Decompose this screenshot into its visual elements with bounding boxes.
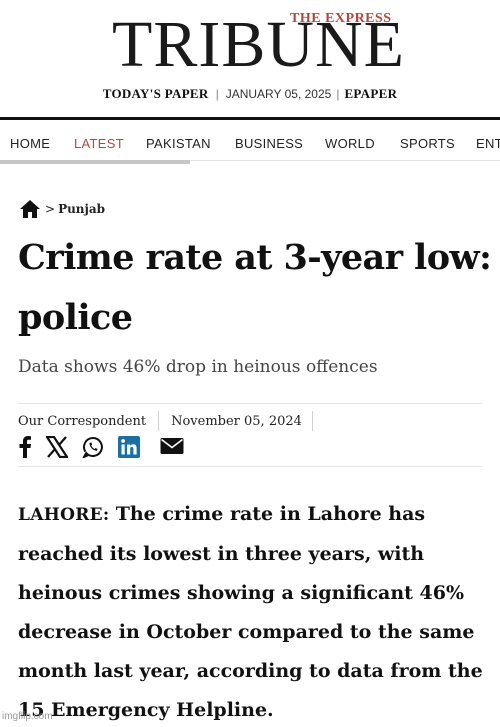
author-name[interactable]: Our Correspondent <box>18 413 147 429</box>
nav-scroll-indicator[interactable] <box>0 160 190 164</box>
facebook-icon[interactable] <box>18 436 32 458</box>
todays-paper-link[interactable]: TODAY'S PAPER <box>102 86 209 101</box>
whatsapp-icon[interactable] <box>81 436 104 460</box>
x-icon[interactable] <box>44 435 70 459</box>
byline: Our Correspondent November 05, 2024 <box>18 411 313 431</box>
breadcrumb: > Punjab <box>19 198 105 220</box>
main-nav: HOME LATEST PAKISTAN BUSINESS WORLD SPOR… <box>0 120 500 162</box>
nav-item-business[interactable]: BUSINESS <box>235 136 304 151</box>
watermark-text: imgflip.com <box>2 711 53 722</box>
nav-item-home[interactable]: HOME <box>10 136 51 151</box>
byline-divider <box>158 411 160 431</box>
article-paragraph: The crime rate in Lahore has reached its… <box>18 503 483 721</box>
edition-bar: TODAY'S PAPER | JANUARY 05, 2025 | EPAPE… <box>0 86 500 102</box>
publish-date: November 05, 2024 <box>171 413 302 429</box>
article-body: LAHORE: The crime rate in Lahore has rea… <box>18 495 488 727</box>
home-icon[interactable] <box>19 199 41 219</box>
linkedin-icon[interactable] <box>118 436 140 458</box>
nav-top-rule <box>0 117 500 120</box>
share-bottom-rule <box>18 466 482 467</box>
nav-item-pakistan[interactable]: PAKISTAN <box>146 136 211 151</box>
masthead: THE EXPRESS TRIBUNE TODAY'S PAPER | JANU… <box>0 0 500 118</box>
breadcrumb-section[interactable]: Punjab <box>58 202 106 216</box>
nav-item-sports[interactable]: SPORTS <box>400 136 456 151</box>
chevron-right-icon: > <box>45 202 56 216</box>
edition-separator: | <box>215 86 219 101</box>
nav-item-world[interactable]: WORLD <box>325 136 375 151</box>
byline-top-rule <box>18 403 482 404</box>
epaper-link[interactable]: EPAPER <box>344 86 398 101</box>
email-icon[interactable] <box>160 436 184 458</box>
byline-divider <box>311 411 313 431</box>
edition-separator: | <box>336 86 340 101</box>
brand-top-text: THE EXPRESS <box>290 11 392 26</box>
article-subhead: Data shows 46% drop in heinous offences <box>18 357 378 377</box>
edition-date: JANUARY 05, 2025 <box>225 87 332 101</box>
article-dateline: LAHORE: <box>18 505 116 525</box>
share-bar <box>18 435 198 460</box>
nav-item-latest[interactable]: LATEST <box>74 136 124 151</box>
article-headline: Crime rate at 3-year low: police <box>18 237 492 338</box>
nav-item-entertainment[interactable]: ENT <box>476 136 500 151</box>
brand-logo[interactable]: TRIBUNE <box>112 8 405 81</box>
nav-bottom-rule <box>0 160 500 161</box>
